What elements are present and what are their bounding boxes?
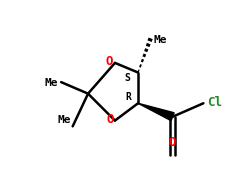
Text: O: O [106,113,113,126]
Text: O: O [168,136,176,149]
Text: Me: Me [153,35,166,45]
Text: S: S [124,73,130,83]
Text: Me: Me [57,115,71,125]
Text: R: R [125,92,131,103]
Text: Me: Me [45,78,58,88]
Text: Cl: Cl [206,96,221,109]
Polygon shape [138,103,173,121]
Text: O: O [105,55,113,68]
